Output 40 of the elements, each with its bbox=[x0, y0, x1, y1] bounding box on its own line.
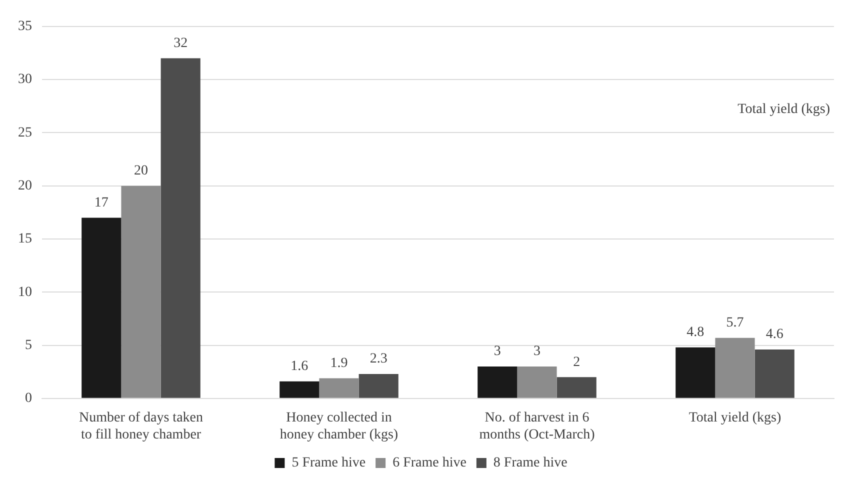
annotation: Total yield (kgs) bbox=[738, 102, 830, 118]
y-tick-label: 5 bbox=[25, 338, 32, 353]
bar bbox=[556, 377, 596, 398]
bar bbox=[358, 374, 398, 398]
legend-label: 5 Frame hive bbox=[292, 456, 366, 471]
y-tick-label: 35 bbox=[18, 19, 32, 34]
bar bbox=[478, 366, 518, 398]
bar bbox=[517, 366, 557, 398]
x-tick-label: Total yield (kgs) bbox=[688, 410, 782, 426]
bar bbox=[754, 350, 794, 398]
data-label: 2 bbox=[573, 354, 580, 370]
y-tick-label: 25 bbox=[18, 125, 32, 140]
x-tick-label: Honey collected in honey chamber (kgs) bbox=[280, 410, 398, 442]
bar bbox=[715, 338, 755, 398]
bar bbox=[82, 218, 122, 398]
data-label: 32 bbox=[174, 36, 188, 51]
y-tick-label: 30 bbox=[18, 72, 32, 88]
bar bbox=[160, 58, 200, 398]
data-label: 1.6 bbox=[290, 359, 308, 374]
bar bbox=[280, 381, 320, 398]
bar bbox=[676, 347, 716, 398]
legend-label: 8 Frame hive bbox=[493, 456, 568, 471]
x-tick-label: Number of days taken to fill honey chamber bbox=[78, 410, 204, 442]
data-label: 2.3 bbox=[370, 352, 388, 367]
data-label: 4.6 bbox=[766, 327, 784, 342]
bar bbox=[319, 378, 359, 398]
data-label: 3 bbox=[534, 344, 540, 360]
bar bbox=[121, 186, 161, 398]
data-label: 5.7 bbox=[726, 315, 744, 330]
data-label: 17 bbox=[94, 195, 108, 210]
y-tick-label: 15 bbox=[18, 232, 32, 247]
legend-label: 6 Frame hive bbox=[392, 456, 466, 471]
data-label: 20 bbox=[134, 164, 148, 178]
x-tick-label: No. of harvest in 6 months (Oct-March) bbox=[479, 410, 596, 442]
data-label: 3 bbox=[494, 344, 501, 360]
y-tick-label: 10 bbox=[18, 284, 32, 300]
data-label: 4.8 bbox=[686, 325, 704, 340]
y-tick-label: 0 bbox=[25, 391, 32, 406]
y-tick-label: 20 bbox=[18, 178, 32, 194]
data-label: 1.9 bbox=[330, 356, 348, 371]
